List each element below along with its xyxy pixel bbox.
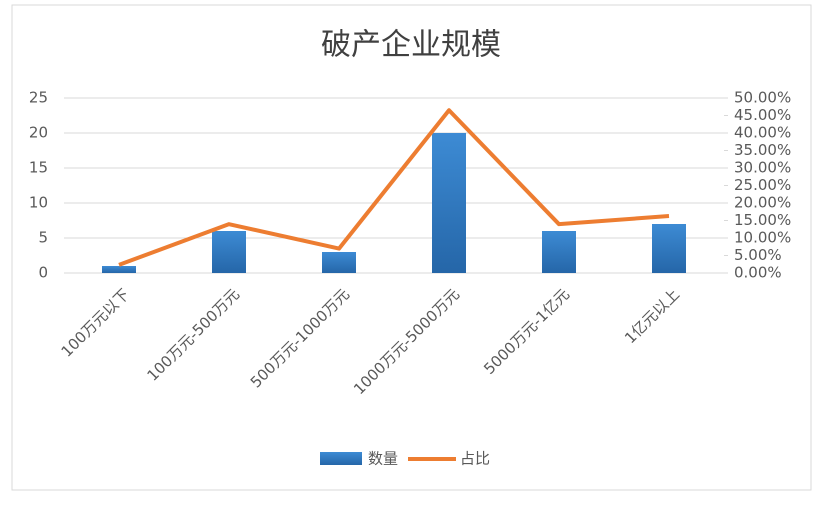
y-tick-label: 0 [38, 264, 48, 282]
bar [542, 231, 576, 273]
y2-tick-label: 0.00% [734, 264, 782, 282]
chart-title: 破产企业规模 [321, 28, 501, 63]
y2-tick-label: 10.00% [734, 229, 791, 247]
bar [102, 266, 136, 273]
bar [322, 252, 356, 273]
y-tick-label: 25 [29, 89, 48, 107]
y-tick-label: 15 [29, 159, 48, 177]
y2-tick-label: 5.00% [734, 246, 782, 264]
y2-tick-label: 30.00% [734, 159, 791, 177]
legend-swatch [320, 452, 362, 465]
y2-tick-label: 50.00% [734, 89, 791, 107]
y-tick-label: 5 [38, 229, 48, 247]
bar [212, 231, 246, 273]
y2-tick-label: 15.00% [734, 211, 791, 229]
legend-label: 占比 [460, 450, 490, 468]
y2-tick-label: 20.00% [734, 194, 791, 212]
y2-tick-label: 35.00% [734, 141, 791, 159]
y2-tick-label: 40.00% [734, 124, 791, 142]
chart-frame [11, 4, 812, 491]
bar [432, 133, 466, 273]
y2-tick-label: 45.00% [734, 106, 791, 124]
bar [652, 224, 686, 273]
line [118, 108, 670, 267]
legend-label: 数量 [368, 450, 398, 468]
y2-tick-label: 25.00% [734, 176, 791, 194]
y-tick-label: 20 [29, 124, 48, 142]
y-tick-label: 10 [29, 194, 48, 212]
